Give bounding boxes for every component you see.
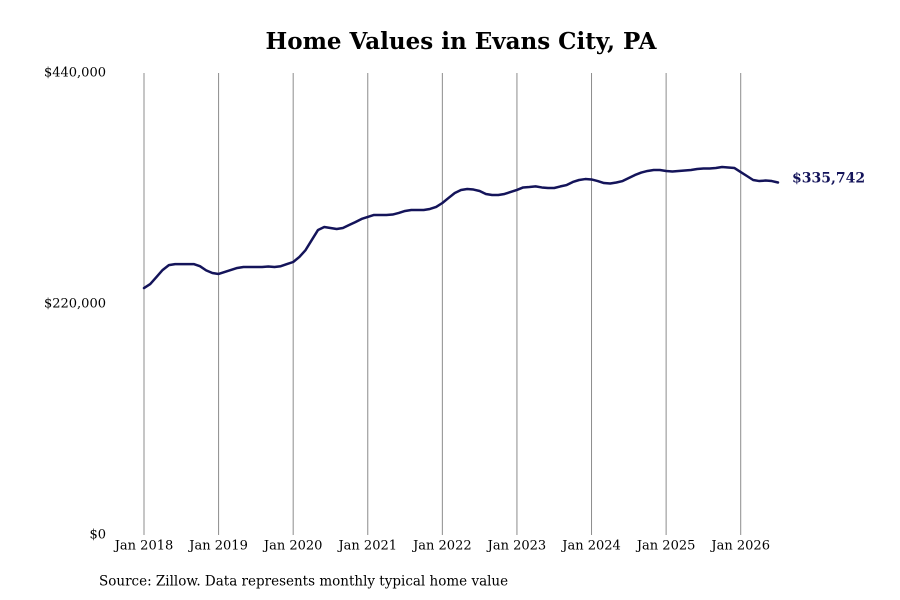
x-tick-label: Jan 2025 xyxy=(635,539,696,554)
x-tick-label: Jan 2023 xyxy=(486,539,547,554)
source-note: Source: Zillow. Data represents monthly … xyxy=(99,574,508,590)
y-tick-label: $440,000 xyxy=(44,66,106,81)
x-tick-label: Jan 2026 xyxy=(709,539,770,554)
x-tick-label: Jan 2024 xyxy=(560,539,621,554)
x-tick-label: Jan 2020 xyxy=(262,539,323,554)
data-line xyxy=(142,165,780,290)
x-tick-label: Jan 2019 xyxy=(187,539,248,554)
x-tick-label: Jan 2021 xyxy=(336,539,397,554)
x-tick-label: Jan 2018 xyxy=(113,539,174,554)
y-tick-label: $220,000 xyxy=(44,297,106,312)
x-tick-label: Jan 2022 xyxy=(411,539,472,554)
chart-title: Home Values in Evans City, PA xyxy=(266,28,658,55)
y-tick-label: $0 xyxy=(89,528,106,543)
value-label: $335,742 xyxy=(792,170,865,186)
